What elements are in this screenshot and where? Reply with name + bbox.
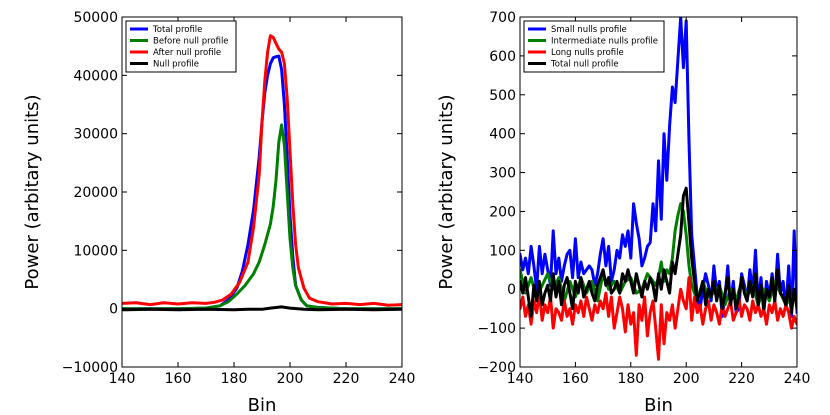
series-line-long-nulls-profile (520, 276, 797, 361)
x-tick-label: 200 (277, 371, 304, 387)
legend-entry: Long nulls profile (551, 48, 624, 58)
chart-panel-1: 140 160 180 200 220 240 −10000 0 10000 20000 30000… (22, 10, 415, 415)
x-tick-label: 220 (333, 371, 360, 387)
series-line-before-null-profile (122, 123, 402, 311)
y-tick-label: 300 (489, 166, 516, 182)
y-tick-label: 0 (507, 282, 516, 298)
chart-panel-2: 140 160 180 200 220 240 −200 −100 0 100 200 300 400 5… (436, 10, 810, 415)
y-axis-label: Power (arbitary units) (22, 94, 43, 289)
series-line-total-profile (122, 54, 402, 311)
y-tick-label: 200 (489, 204, 516, 220)
x-tick-label: 180 (221, 371, 248, 387)
plot-frame (519, 16, 798, 368)
y-tick-label: 10000 (73, 243, 118, 259)
legend-box (523, 20, 665, 73)
series-line-total-null-profile (520, 186, 797, 318)
x-tick-label: 220 (728, 371, 755, 387)
x-tick-label: 140 (507, 371, 534, 387)
x-tick-label: 160 (165, 371, 192, 387)
series-line-small-nulls-profile (520, 17, 797, 318)
y-tick-label: −200 (478, 360, 516, 376)
y-tick-label: 30000 (73, 127, 118, 143)
x-tick-label: 240 (784, 371, 811, 387)
y-tick-label: 50000 (73, 10, 118, 26)
y-tick-label: 100 (489, 243, 516, 259)
y-tick-label: −10000 (62, 360, 118, 376)
y-tick-label: −100 (478, 321, 516, 337)
y-axis-label: Power (arbitary units) (436, 94, 457, 289)
legend-entry: After null profile (153, 48, 221, 58)
y-tick-label: 40000 (73, 68, 118, 84)
x-tick-label: 240 (389, 371, 416, 387)
x-axis-label: Bin (644, 395, 673, 415)
y-tick-label: 20000 (73, 185, 118, 201)
series-group (122, 34, 402, 312)
y-tick-label: 700 (489, 10, 516, 26)
x-tick-label: 180 (617, 371, 644, 387)
x-axis-label: Bin (248, 395, 277, 415)
y-tick-label: 600 (489, 49, 516, 65)
x-tick-label: 200 (673, 371, 700, 387)
series-group (520, 17, 797, 361)
series-line-null-profile (122, 305, 402, 312)
legend-entry: Small nulls profile (551, 25, 627, 35)
legend-entry: Null profile (153, 60, 199, 70)
series-line-after-null-profile (122, 34, 402, 307)
y-tick-label: 500 (489, 88, 516, 104)
x-tick-label: 140 (109, 371, 136, 387)
y-tick-label: 400 (489, 127, 516, 143)
legend-entry: Total profile (152, 25, 202, 35)
legend-entry: Intermediate nulls profile (551, 37, 658, 47)
legend-entry: Before null profile (153, 37, 229, 47)
y-tick-label: 0 (109, 302, 118, 318)
x-tick-label: 160 (562, 371, 589, 387)
legend: Small nulls profile Intermediate nulls pr… (523, 20, 665, 73)
legend-entry: Total null profile (550, 60, 619, 70)
